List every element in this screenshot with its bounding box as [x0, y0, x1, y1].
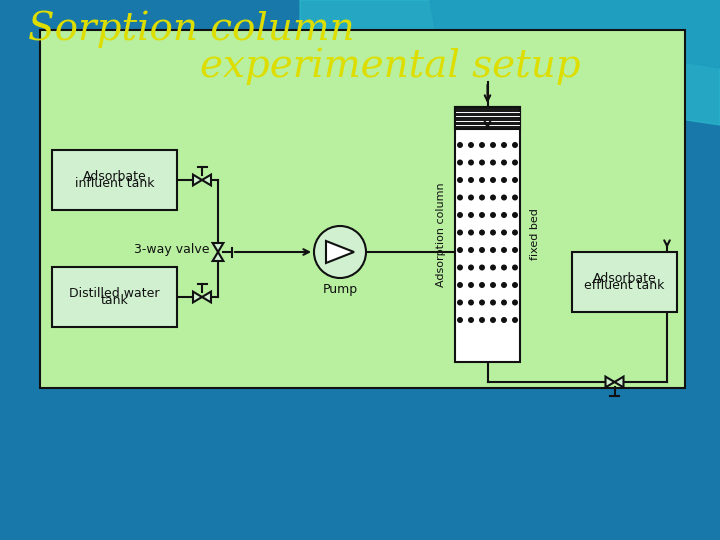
Circle shape [479, 142, 485, 148]
Text: Sorption column: Sorption column [28, 10, 355, 48]
Circle shape [490, 230, 496, 235]
Bar [572, 252, 677, 312]
Circle shape [457, 265, 463, 271]
Text: Distilled water: Distilled water [69, 287, 160, 300]
Circle shape [457, 159, 463, 165]
Circle shape [479, 230, 485, 235]
Circle shape [512, 194, 518, 200]
Text: Adsorbate: Adsorbate [83, 170, 146, 183]
Circle shape [501, 230, 507, 235]
Circle shape [457, 142, 463, 148]
Circle shape [490, 317, 496, 323]
Circle shape [490, 212, 496, 218]
Circle shape [479, 300, 485, 306]
Circle shape [479, 194, 485, 200]
Circle shape [468, 159, 474, 165]
Circle shape [501, 265, 507, 271]
Text: Adsorption column: Adsorption column [436, 182, 446, 287]
Circle shape [468, 230, 474, 235]
Circle shape [479, 212, 485, 218]
Polygon shape [193, 174, 202, 185]
Circle shape [490, 265, 496, 271]
Circle shape [501, 317, 507, 323]
Circle shape [512, 247, 518, 253]
Circle shape [512, 142, 518, 148]
Circle shape [479, 177, 485, 183]
Circle shape [457, 194, 463, 200]
Text: Pump: Pump [323, 284, 358, 296]
Circle shape [479, 159, 485, 165]
Circle shape [468, 177, 474, 183]
Bar [52, 150, 177, 210]
Circle shape [479, 247, 485, 253]
Circle shape [457, 230, 463, 235]
Circle shape [501, 194, 507, 200]
Bar [455, 107, 520, 129]
Circle shape [457, 247, 463, 253]
Circle shape [457, 212, 463, 218]
Circle shape [490, 282, 496, 288]
Circle shape [490, 159, 496, 165]
Circle shape [501, 247, 507, 253]
Circle shape [512, 265, 518, 271]
Text: tank: tank [101, 294, 128, 307]
Text: effluent tank: effluent tank [585, 279, 665, 292]
Circle shape [468, 212, 474, 218]
Polygon shape [202, 174, 211, 185]
Bar [455, 107, 520, 362]
Circle shape [468, 282, 474, 288]
Text: 3-way valve: 3-way valve [135, 244, 210, 256]
Circle shape [457, 317, 463, 323]
Circle shape [479, 282, 485, 288]
Circle shape [457, 177, 463, 183]
Circle shape [457, 282, 463, 288]
Circle shape [479, 317, 485, 323]
Circle shape [512, 177, 518, 183]
Polygon shape [212, 243, 223, 252]
Polygon shape [202, 292, 211, 302]
Circle shape [314, 226, 366, 278]
Text: influent tank: influent tank [75, 177, 154, 190]
Circle shape [457, 300, 463, 306]
Circle shape [512, 300, 518, 306]
Polygon shape [606, 376, 614, 387]
Text: experimental setup: experimental setup [200, 48, 580, 85]
Circle shape [468, 265, 474, 271]
Polygon shape [193, 292, 202, 302]
Circle shape [501, 300, 507, 306]
Circle shape [501, 177, 507, 183]
Circle shape [490, 247, 496, 253]
Circle shape [512, 282, 518, 288]
Bar [40, 30, 685, 388]
Text: fixed bed: fixed bed [530, 208, 540, 260]
Bar [52, 267, 177, 327]
Circle shape [490, 194, 496, 200]
Circle shape [512, 212, 518, 218]
Circle shape [501, 159, 507, 165]
Polygon shape [300, 0, 720, 125]
Text: Adsorbate: Adsorbate [593, 272, 657, 285]
Circle shape [468, 142, 474, 148]
Circle shape [490, 300, 496, 306]
Circle shape [479, 265, 485, 271]
Circle shape [490, 177, 496, 183]
Polygon shape [614, 376, 624, 387]
Polygon shape [326, 241, 354, 263]
Circle shape [468, 194, 474, 200]
Polygon shape [430, 0, 720, 68]
Circle shape [501, 142, 507, 148]
Circle shape [490, 142, 496, 148]
Circle shape [468, 317, 474, 323]
Polygon shape [212, 252, 223, 261]
Circle shape [512, 159, 518, 165]
Circle shape [501, 282, 507, 288]
Circle shape [512, 230, 518, 235]
Circle shape [468, 247, 474, 253]
Circle shape [501, 212, 507, 218]
Circle shape [468, 300, 474, 306]
Circle shape [512, 317, 518, 323]
